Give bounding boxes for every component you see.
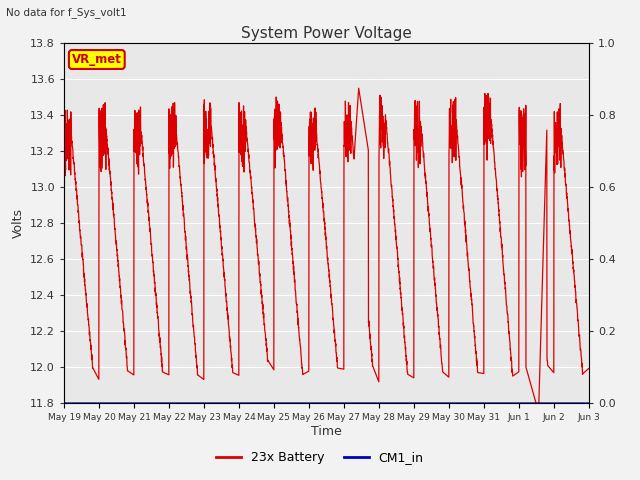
Title: System Power Voltage: System Power Voltage — [241, 25, 412, 41]
Y-axis label: Volts: Volts — [12, 208, 24, 238]
Text: No data for f_Sys_volt1: No data for f_Sys_volt1 — [6, 7, 127, 18]
X-axis label: Time: Time — [311, 425, 342, 438]
Legend: 23x Battery, CM1_in: 23x Battery, CM1_in — [211, 446, 429, 469]
Text: VR_met: VR_met — [72, 53, 122, 66]
